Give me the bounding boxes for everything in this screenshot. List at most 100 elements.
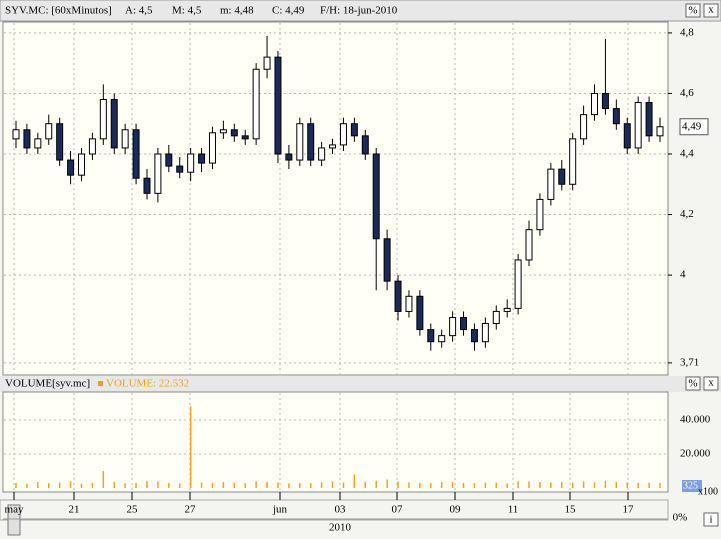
candle-body bbox=[219, 129, 227, 134]
info-button-label[interactable]: i bbox=[709, 514, 712, 526]
candle-body bbox=[198, 153, 206, 164]
candle-body bbox=[405, 295, 413, 312]
scroll-percent: 0% bbox=[673, 512, 688, 524]
candle-body bbox=[34, 138, 42, 149]
candle-body bbox=[569, 138, 577, 185]
candle-body bbox=[612, 108, 620, 125]
close-button[interactable] bbox=[703, 376, 719, 391]
candle-body bbox=[208, 132, 216, 164]
candle-body bbox=[56, 123, 64, 161]
candle-body bbox=[154, 153, 162, 194]
candle-body bbox=[132, 129, 140, 179]
candle-body bbox=[558, 168, 566, 185]
candle-body bbox=[252, 68, 260, 140]
volume-legend: VOLUME: 22.532 bbox=[106, 378, 189, 390]
candle-body bbox=[427, 329, 435, 343]
percent-button-label[interactable]: % bbox=[688, 378, 697, 390]
x-tick-label: 17 bbox=[623, 504, 635, 516]
candle-body bbox=[601, 92, 609, 110]
x-tick-label: 03 bbox=[335, 504, 347, 516]
candle-body bbox=[503, 307, 511, 312]
max: M: 4,5 bbox=[172, 5, 202, 17]
close-button[interactable] bbox=[703, 3, 719, 18]
candle-body bbox=[372, 153, 380, 240]
candle-body bbox=[77, 153, 85, 176]
candle-body bbox=[285, 153, 293, 161]
volume-last-label: 325 bbox=[683, 480, 698, 491]
y-tick-label: 4 bbox=[680, 269, 686, 281]
y-tick-label: 20.000 bbox=[680, 448, 711, 460]
candle-body bbox=[176, 165, 184, 173]
x-tick-label: 25 bbox=[127, 504, 139, 516]
y-tick-label: 4,8 bbox=[680, 26, 694, 38]
candle-body bbox=[318, 147, 326, 161]
candle-body bbox=[634, 102, 642, 149]
x-tick-label: may bbox=[5, 504, 24, 516]
candle-body bbox=[329, 144, 337, 149]
y-tick-label: 4,4 bbox=[680, 148, 694, 160]
percent-button[interactable] bbox=[685, 376, 701, 391]
candle-body bbox=[514, 259, 522, 309]
min: m: 4,48 bbox=[220, 5, 254, 17]
candle-body bbox=[438, 335, 446, 343]
price-panel bbox=[2, 21, 669, 376]
volume-header bbox=[0, 376, 721, 392]
candle-body bbox=[350, 123, 358, 137]
symbol: SYV.MC: [60xMinutos] bbox=[5, 5, 112, 17]
candle-body bbox=[481, 323, 489, 343]
candle-body bbox=[536, 198, 544, 231]
volume-last-box bbox=[682, 480, 702, 492]
candle-body bbox=[230, 129, 238, 137]
x-tick-label: 11 bbox=[508, 504, 519, 516]
candle-body bbox=[263, 56, 271, 70]
candle-body bbox=[121, 129, 129, 149]
x-tick-label: 15 bbox=[565, 504, 577, 516]
y-tick-label: 3,71 bbox=[680, 356, 699, 368]
close-button-label[interactable]: x bbox=[708, 377, 714, 389]
last-price-label: 4,49 bbox=[682, 120, 702, 132]
candle-body bbox=[645, 102, 653, 137]
x-tick-label: 09 bbox=[450, 504, 462, 516]
year-label: 2010 bbox=[329, 522, 352, 534]
info-button[interactable] bbox=[703, 512, 719, 527]
legend-swatch bbox=[98, 381, 103, 386]
x-tick-label: 27 bbox=[185, 504, 197, 516]
candle-body bbox=[394, 280, 402, 312]
last-price-box bbox=[679, 118, 709, 136]
volume-title: VOLUME[syv.mc] bbox=[5, 378, 90, 390]
candle-body bbox=[470, 329, 478, 343]
header-bar bbox=[0, 0, 721, 22]
x-tick-label: 21 bbox=[69, 504, 80, 516]
candle-body bbox=[45, 123, 53, 140]
x-tick-label: jun bbox=[272, 504, 288, 516]
candle-body bbox=[307, 123, 315, 161]
percent-button[interactable] bbox=[685, 3, 701, 18]
candle-body bbox=[67, 159, 75, 176]
y-tick-label: 40.000 bbox=[680, 414, 711, 426]
candle-body bbox=[296, 123, 304, 161]
candle-body bbox=[241, 135, 249, 140]
date: F/H: 18-jun-2010 bbox=[320, 5, 398, 17]
x-tick-label: 07 bbox=[392, 504, 404, 516]
candle-body bbox=[187, 153, 195, 173]
candle-body bbox=[23, 129, 31, 149]
candle-body bbox=[12, 129, 20, 140]
candle-body bbox=[492, 310, 500, 325]
close-button-label[interactable]: x bbox=[708, 4, 714, 16]
candle-body bbox=[623, 123, 631, 149]
candle-body bbox=[656, 126, 664, 137]
candle-body bbox=[99, 99, 107, 140]
candle-body bbox=[88, 138, 96, 155]
candle-body bbox=[110, 99, 118, 149]
scroll-handle[interactable] bbox=[7, 504, 21, 536]
scrollbar[interactable] bbox=[0, 499, 669, 521]
candle-body bbox=[274, 56, 282, 155]
percent-button-label[interactable]: % bbox=[688, 5, 697, 17]
candle-body bbox=[416, 295, 424, 331]
candle-body bbox=[383, 238, 391, 282]
candle-body bbox=[460, 316, 468, 331]
candle-body bbox=[547, 168, 555, 200]
candle-body bbox=[165, 153, 173, 167]
y-tick-label: 4,2 bbox=[680, 208, 694, 220]
